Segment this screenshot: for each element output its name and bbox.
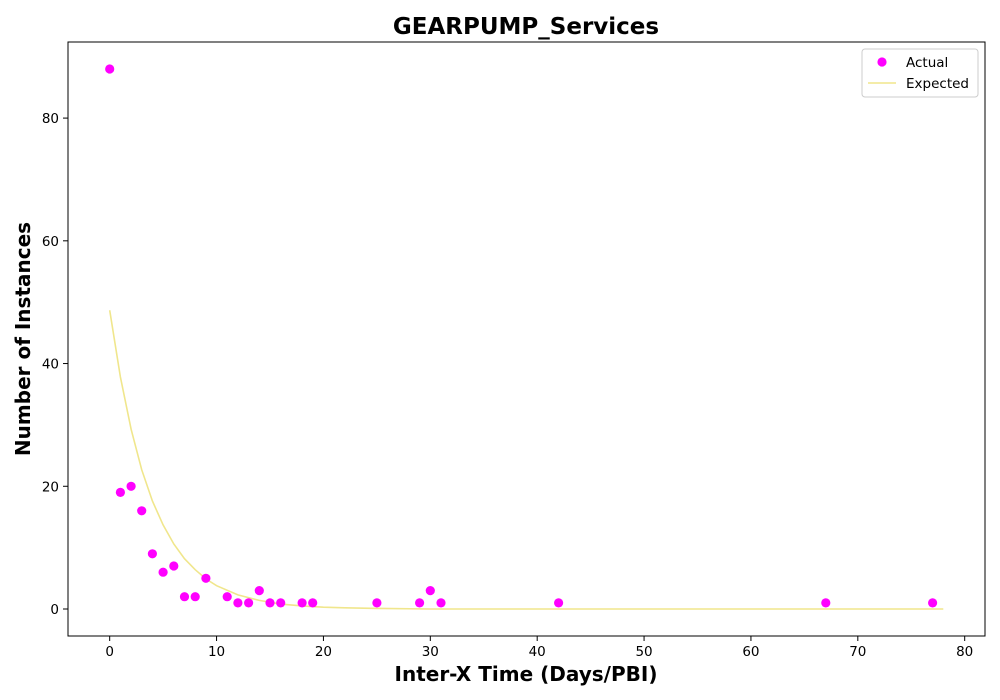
x-tick-label: 80 — [956, 644, 973, 660]
legend-actual-label: Actual — [906, 55, 948, 71]
data-point — [233, 598, 243, 608]
x-tick-label: 30 — [422, 644, 439, 660]
plot-frame — [67, 41, 986, 637]
expected-line — [108, 310, 944, 610]
x-axis-label: Inter-X Time (Days/PBI) — [395, 662, 658, 686]
data-point — [169, 561, 179, 571]
legend-actual-marker — [877, 57, 887, 67]
legend-box — [861, 48, 979, 98]
x-tick-label: 50 — [635, 644, 652, 660]
x-tick-label: 10 — [208, 644, 225, 660]
data-point — [276, 598, 286, 608]
chart-title: GEARPUMP_Services — [393, 14, 659, 40]
data-point — [244, 598, 254, 608]
data-point — [372, 598, 382, 608]
y-tick-label: 40 — [42, 357, 59, 373]
legend-expected-label: Expected — [906, 76, 969, 92]
x-tick-label: 60 — [742, 644, 759, 660]
data-point — [222, 592, 232, 602]
data-point — [425, 586, 435, 596]
x-tick-label: 40 — [529, 644, 546, 660]
data-point — [137, 506, 147, 516]
data-point — [415, 598, 425, 608]
y-tick-label: 0 — [50, 602, 59, 618]
data-point — [821, 598, 831, 608]
y-tick-label: 80 — [42, 111, 59, 127]
plot-area: 0 10 20 30 40 50 60 70 80 0 20 40 60 80 — [42, 41, 986, 660]
data-point — [254, 586, 264, 596]
y-tick-label: 20 — [42, 479, 59, 495]
x-tick-label: 70 — [849, 644, 866, 660]
y-axis-label: Number of Instances — [11, 222, 35, 456]
x-tick-label: 0 — [105, 644, 114, 660]
data-point — [115, 487, 125, 497]
data-point — [190, 592, 200, 602]
data-point — [158, 567, 168, 577]
data-point — [179, 592, 190, 602]
data-point — [105, 64, 115, 74]
data-point — [201, 573, 211, 583]
data-point — [436, 598, 446, 608]
data-point — [147, 549, 157, 559]
legend: Actual Expected — [861, 48, 979, 98]
x-tick-label: 20 — [315, 644, 332, 660]
data-point — [554, 598, 564, 608]
data-point — [126, 481, 136, 491]
data-point — [928, 598, 938, 608]
y-tick-label: 60 — [42, 234, 59, 250]
data-point — [308, 598, 318, 608]
data-point — [265, 598, 275, 608]
data-point — [297, 598, 307, 608]
